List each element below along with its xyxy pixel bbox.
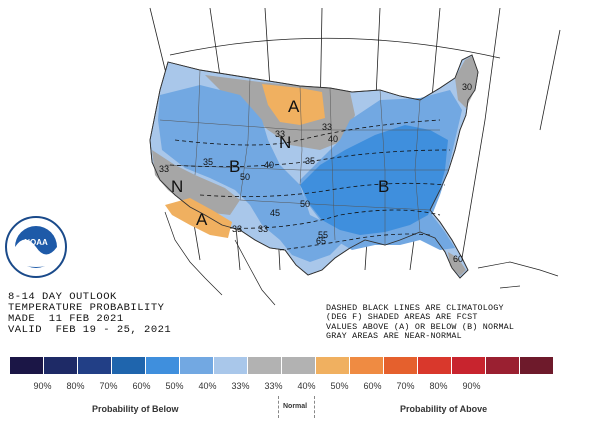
notes-line4: GRAY AREAS ARE NEAR-NORMAL [326, 331, 462, 342]
near-normal-southwest [152, 150, 240, 215]
legend-tick: 90% [462, 381, 481, 391]
legend-tick: 90% [33, 381, 52, 391]
map-label-n-north: N [279, 133, 291, 152]
outlook-title-block: 8-14 DAY OUTLOOK TEMPERATURE PROBABILITY… [8, 292, 171, 336]
clim-label: 35 [305, 156, 315, 166]
clim-label: 55 [318, 230, 328, 240]
map-label-a-north: A [288, 97, 300, 116]
map-notes: DASHED BLACK LINES ARE CLIMATOLOGY (DEG … [326, 303, 515, 342]
clim-label: 40 [264, 160, 274, 170]
clim-label: 33 [275, 129, 285, 139]
map-label-b-east: B [378, 177, 389, 196]
legend-swatch [520, 357, 554, 374]
near-normal-florida [448, 252, 466, 276]
probability-below-label: Probability of Below [92, 404, 179, 414]
legend-swatch [452, 357, 486, 374]
clim-label: 35 [203, 157, 213, 167]
clim-label: 50 [240, 172, 250, 182]
noaa-logo-text: NOAA [24, 238, 48, 247]
clim-label: 45 [270, 208, 280, 218]
legend-swatch [112, 357, 146, 374]
map-label-a-southwest: A [196, 210, 208, 229]
legend-swatch [248, 357, 282, 374]
legend-tick: 50% [330, 381, 349, 391]
normal-label: Normal [283, 403, 308, 410]
legend-swatch [78, 357, 112, 374]
legend-tick: 40% [297, 381, 316, 391]
legend-swatch [282, 357, 316, 374]
clim-label: 50 [300, 199, 310, 209]
legend-tick: 50% [165, 381, 184, 391]
legend-tick: 33% [264, 381, 283, 391]
clim-label: 30 [462, 82, 472, 92]
legend-tick: 60% [363, 381, 382, 391]
climatology-lines [169, 119, 451, 251]
probability-above-label: Probability of Above [400, 404, 488, 414]
notes-line1: DASHED BLACK LINES ARE CLIMATOLOGY [326, 303, 504, 313]
legend-swatch [418, 357, 452, 374]
map-label-n-southwest: N [171, 177, 183, 196]
notes-line2: (DEG F) SHADED AREAS ARE FCST [326, 312, 478, 323]
normal-divider-left [278, 396, 279, 418]
legend-swatch [44, 357, 78, 374]
map-label-b-west: B [229, 157, 240, 176]
clim-label: 65 [316, 236, 326, 246]
legend-swatch [146, 357, 180, 374]
legend-swatch [10, 357, 44, 374]
below-strong-core [300, 125, 448, 235]
notes-line3: VALUES ABOVE (A) OR BELOW (B) NORMAL [326, 321, 515, 332]
probability-legend-bar [10, 357, 554, 374]
legend-swatch [350, 357, 384, 374]
near-normal-northeast [455, 56, 478, 108]
legend-swatch [316, 357, 350, 374]
legend-tick: 80% [66, 381, 85, 391]
outlook-title-line2: TEMPERATURE PROBABILITY [8, 302, 165, 314]
legend-tick: 70% [99, 381, 118, 391]
noaa-logo-icon: NOAA [5, 216, 67, 278]
caribbean-islands [477, 261, 559, 289]
legend-tick: 33% [231, 381, 250, 391]
outlook-title-line1: 8-14 DAY OUTLOOK [8, 291, 117, 303]
clim-label: 33 [322, 122, 332, 132]
legend-tick: 60% [132, 381, 151, 391]
above-normal-dakotas [262, 84, 325, 125]
mexico-outline [164, 211, 276, 306]
below-mid-region [158, 85, 345, 262]
legend-ticks: 90% 80% 70% 60% 50% 40% 33% 33% 40% 50% … [10, 381, 488, 391]
clim-label: 33 [159, 164, 169, 174]
above-normal-southwest [165, 198, 232, 238]
clim-label: 40 [328, 134, 338, 144]
legend-swatch [180, 357, 214, 374]
clim-label: 60 [453, 254, 463, 264]
legend-swatch [384, 357, 418, 374]
legend-swatch [214, 357, 248, 374]
clim-label: 33 [232, 224, 242, 234]
outlook-made-line: MADE 11 FEB 2021 [8, 313, 124, 325]
legend-tick: 70% [396, 381, 415, 391]
state-borders [159, 69, 448, 245]
clim-label: 33 [258, 224, 268, 234]
outlook-valid-line: VALID FEB 19 - 25, 2021 [8, 324, 172, 336]
normal-divider-right [314, 396, 315, 418]
legend-tick: 80% [429, 381, 448, 391]
legend-swatch [486, 357, 520, 374]
legend-tick: 40% [198, 381, 217, 391]
